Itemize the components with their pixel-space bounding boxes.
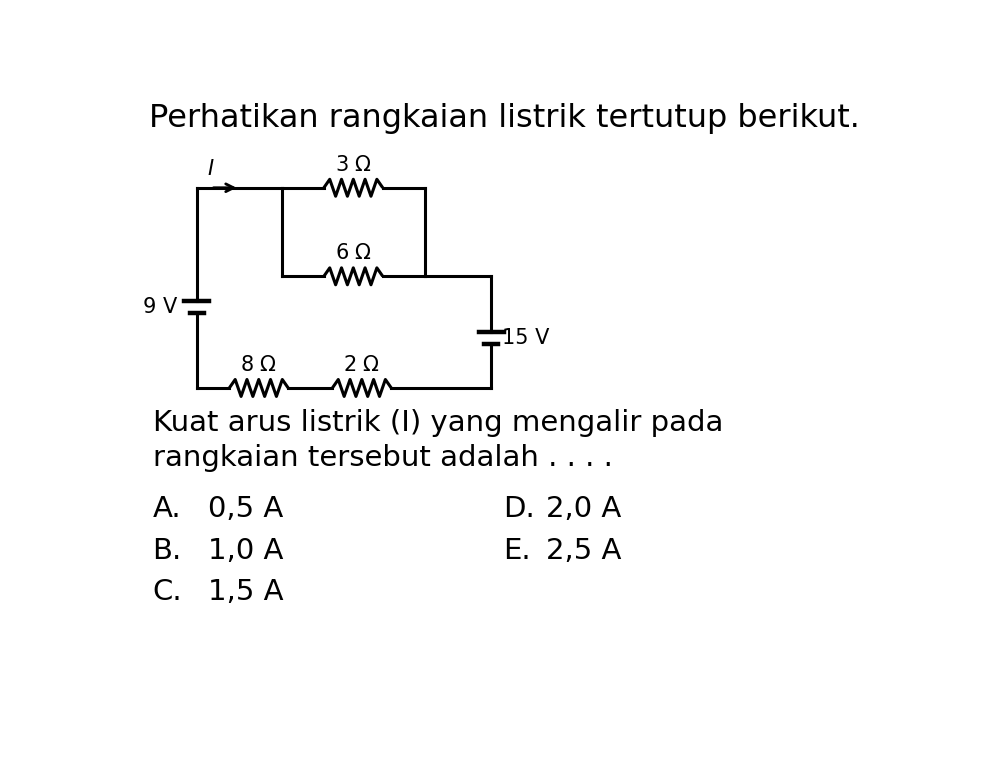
Text: 2,5 A: 2,5 A	[546, 537, 621, 564]
Text: 9 V: 9 V	[143, 297, 177, 317]
Text: 15 V: 15 V	[502, 328, 550, 348]
Text: 6 $\Omega$: 6 $\Omega$	[335, 243, 371, 263]
Text: Kuat arus listrik (I) yang mengalir pada: Kuat arus listrik (I) yang mengalir pada	[153, 409, 723, 437]
Text: A.: A.	[153, 495, 181, 523]
Text: C.: C.	[153, 578, 182, 606]
Text: 8 $\Omega$: 8 $\Omega$	[240, 355, 277, 375]
Text: 1,5 A: 1,5 A	[209, 578, 284, 606]
Text: D.: D.	[503, 495, 535, 523]
Text: 3 $\Omega$: 3 $\Omega$	[335, 155, 371, 175]
Text: rangkaian tersebut adalah . . . .: rangkaian tersebut adalah . . . .	[153, 444, 613, 472]
Text: I: I	[208, 158, 214, 178]
Text: B.: B.	[153, 537, 182, 564]
Text: Perhatikan rangkaian listrik tertutup berikut.: Perhatikan rangkaian listrik tertutup be…	[149, 103, 860, 134]
Text: 2,0 A: 2,0 A	[546, 495, 621, 523]
Text: E.: E.	[503, 537, 531, 564]
Text: 0,5 A: 0,5 A	[209, 495, 284, 523]
Text: 1,0 A: 1,0 A	[209, 537, 284, 564]
Text: 2 $\Omega$: 2 $\Omega$	[344, 355, 380, 375]
